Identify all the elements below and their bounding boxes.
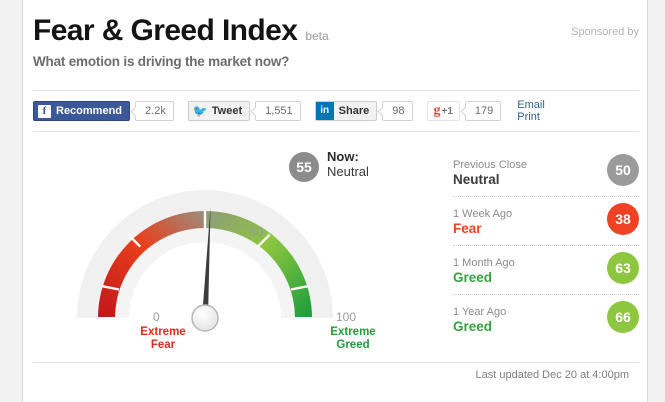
widget-header: Fear & Greed Index beta What emotion is …	[33, 14, 639, 69]
linkedin-label: Share	[338, 105, 370, 117]
row-label: 1 Week Ago	[453, 208, 513, 220]
gauge-extreme-fear-label: Extreme Fear	[127, 326, 199, 352]
linkedin-count[interactable]: 98	[382, 101, 413, 121]
history-panel: Previous Close Neutral 50 1 Week Ago Fea…	[453, 148, 639, 343]
row-text: 1 Month Ago Greed	[453, 256, 515, 286]
twitter-bird-icon: 🐦	[192, 104, 208, 118]
extreme-fear-line1: Extreme	[140, 326, 186, 338]
googleplus-count[interactable]: 179	[464, 101, 502, 121]
gauge-needle	[202, 207, 211, 318]
social-share-bar: f Recommend 2.2k 🐦 Tweet 1,551 in Share …	[33, 99, 545, 123]
gauge-current-badge: 55	[289, 152, 319, 182]
gauge-tick-100: 100	[336, 310, 357, 324]
googleplus-button[interactable]: g +1	[426, 101, 460, 121]
linkedin-share-button[interactable]: in Share	[314, 101, 378, 121]
row-label: 1 Year Ago	[453, 306, 507, 318]
row-text: 1 Week Ago Fear	[453, 207, 512, 237]
last-updated-text: Last updated Dec 20 at 4:00pm	[475, 369, 630, 381]
twitter-label: Tweet	[211, 105, 243, 117]
sponsored-by-label: Sponsored by	[571, 26, 639, 38]
row-label: 1 Month Ago	[453, 257, 515, 269]
gauge-now-value: Neutral	[327, 164, 369, 179]
twitter-share-group: 🐦 Tweet 1,551	[187, 101, 301, 121]
gauge-needle-hub	[191, 304, 219, 332]
row-value: Greed	[453, 319, 493, 334]
divider-top	[33, 90, 639, 91]
row-text: 1 Year Ago Greed	[453, 305, 506, 335]
row-value: Fear	[453, 221, 482, 236]
row-text: Previous Close Neutral	[453, 158, 527, 188]
row-score-badge: 38	[607, 203, 639, 235]
gauge-tick-50: 50	[249, 224, 264, 239]
divider-footer	[33, 362, 639, 363]
gauge-now-label: Now:	[327, 149, 359, 164]
row-score-badge: 66	[607, 301, 639, 333]
linkedin-share-group: in Share 98	[314, 101, 413, 121]
row-score-badge: 50	[607, 154, 639, 186]
table-row: 1 Year Ago Greed 66	[453, 294, 639, 343]
table-row: 1 Month Ago Greed 63	[453, 245, 639, 294]
utility-links: Email Print	[517, 99, 545, 123]
table-row: 1 Week Ago Fear 38	[453, 196, 639, 245]
row-score-badge: 63	[607, 252, 639, 284]
gauge-svg	[77, 190, 333, 332]
facebook-label: Recommend	[56, 105, 123, 117]
fear-greed-gauge: 55 Now: Neutral 50 0 100 Extreme Fear Ex…	[55, 140, 395, 360]
beta-badge: beta	[305, 29, 329, 43]
facebook-recommend-button[interactable]: f Recommend	[33, 101, 131, 121]
divider-bottom	[33, 131, 639, 132]
facebook-share-group: f Recommend 2.2k	[33, 101, 174, 121]
extreme-greed-line1: Extreme	[330, 326, 376, 338]
title-row: Fear & Greed Index beta	[33, 14, 639, 48]
email-link[interactable]: Email	[517, 99, 545, 111]
facebook-count[interactable]: 2.2k	[135, 101, 174, 121]
facebook-icon: f	[38, 104, 51, 118]
googleplus-share-group: g +1 179	[426, 101, 502, 121]
page-title: Fear & Greed Index	[33, 14, 298, 47]
print-link[interactable]: Print	[517, 111, 540, 123]
gauge-arc-greed	[205, 211, 312, 318]
googleplus-label: +1	[441, 105, 453, 117]
linkedin-icon: in	[315, 102, 334, 120]
extreme-fear-line2: Fear	[150, 339, 176, 351]
table-row: Previous Close Neutral 50	[453, 148, 639, 196]
twitter-tweet-button[interactable]: 🐦 Tweet	[187, 101, 251, 121]
gauge-outer-ring	[77, 190, 333, 318]
extreme-greed-line2: Greed	[336, 339, 370, 351]
gauge-now-block: Now: Neutral	[327, 149, 369, 179]
gauge-extreme-greed-label: Extreme Greed	[317, 326, 389, 352]
google-plus-icon: g	[433, 103, 441, 118]
row-value: Neutral	[453, 172, 500, 187]
gauge-inner-ring	[107, 220, 303, 318]
gauge-arc-fear	[98, 211, 205, 318]
gauge-tick-marks	[102, 211, 308, 291]
row-label: Previous Close	[453, 159, 527, 171]
row-value: Greed	[453, 270, 493, 285]
widget-card: Fear & Greed Index beta What emotion is …	[22, 0, 648, 402]
page-subtitle: What emotion is driving the market now?	[33, 54, 290, 69]
twitter-count[interactable]: 1,551	[255, 101, 301, 121]
gauge-tick-0: 0	[153, 310, 160, 324]
